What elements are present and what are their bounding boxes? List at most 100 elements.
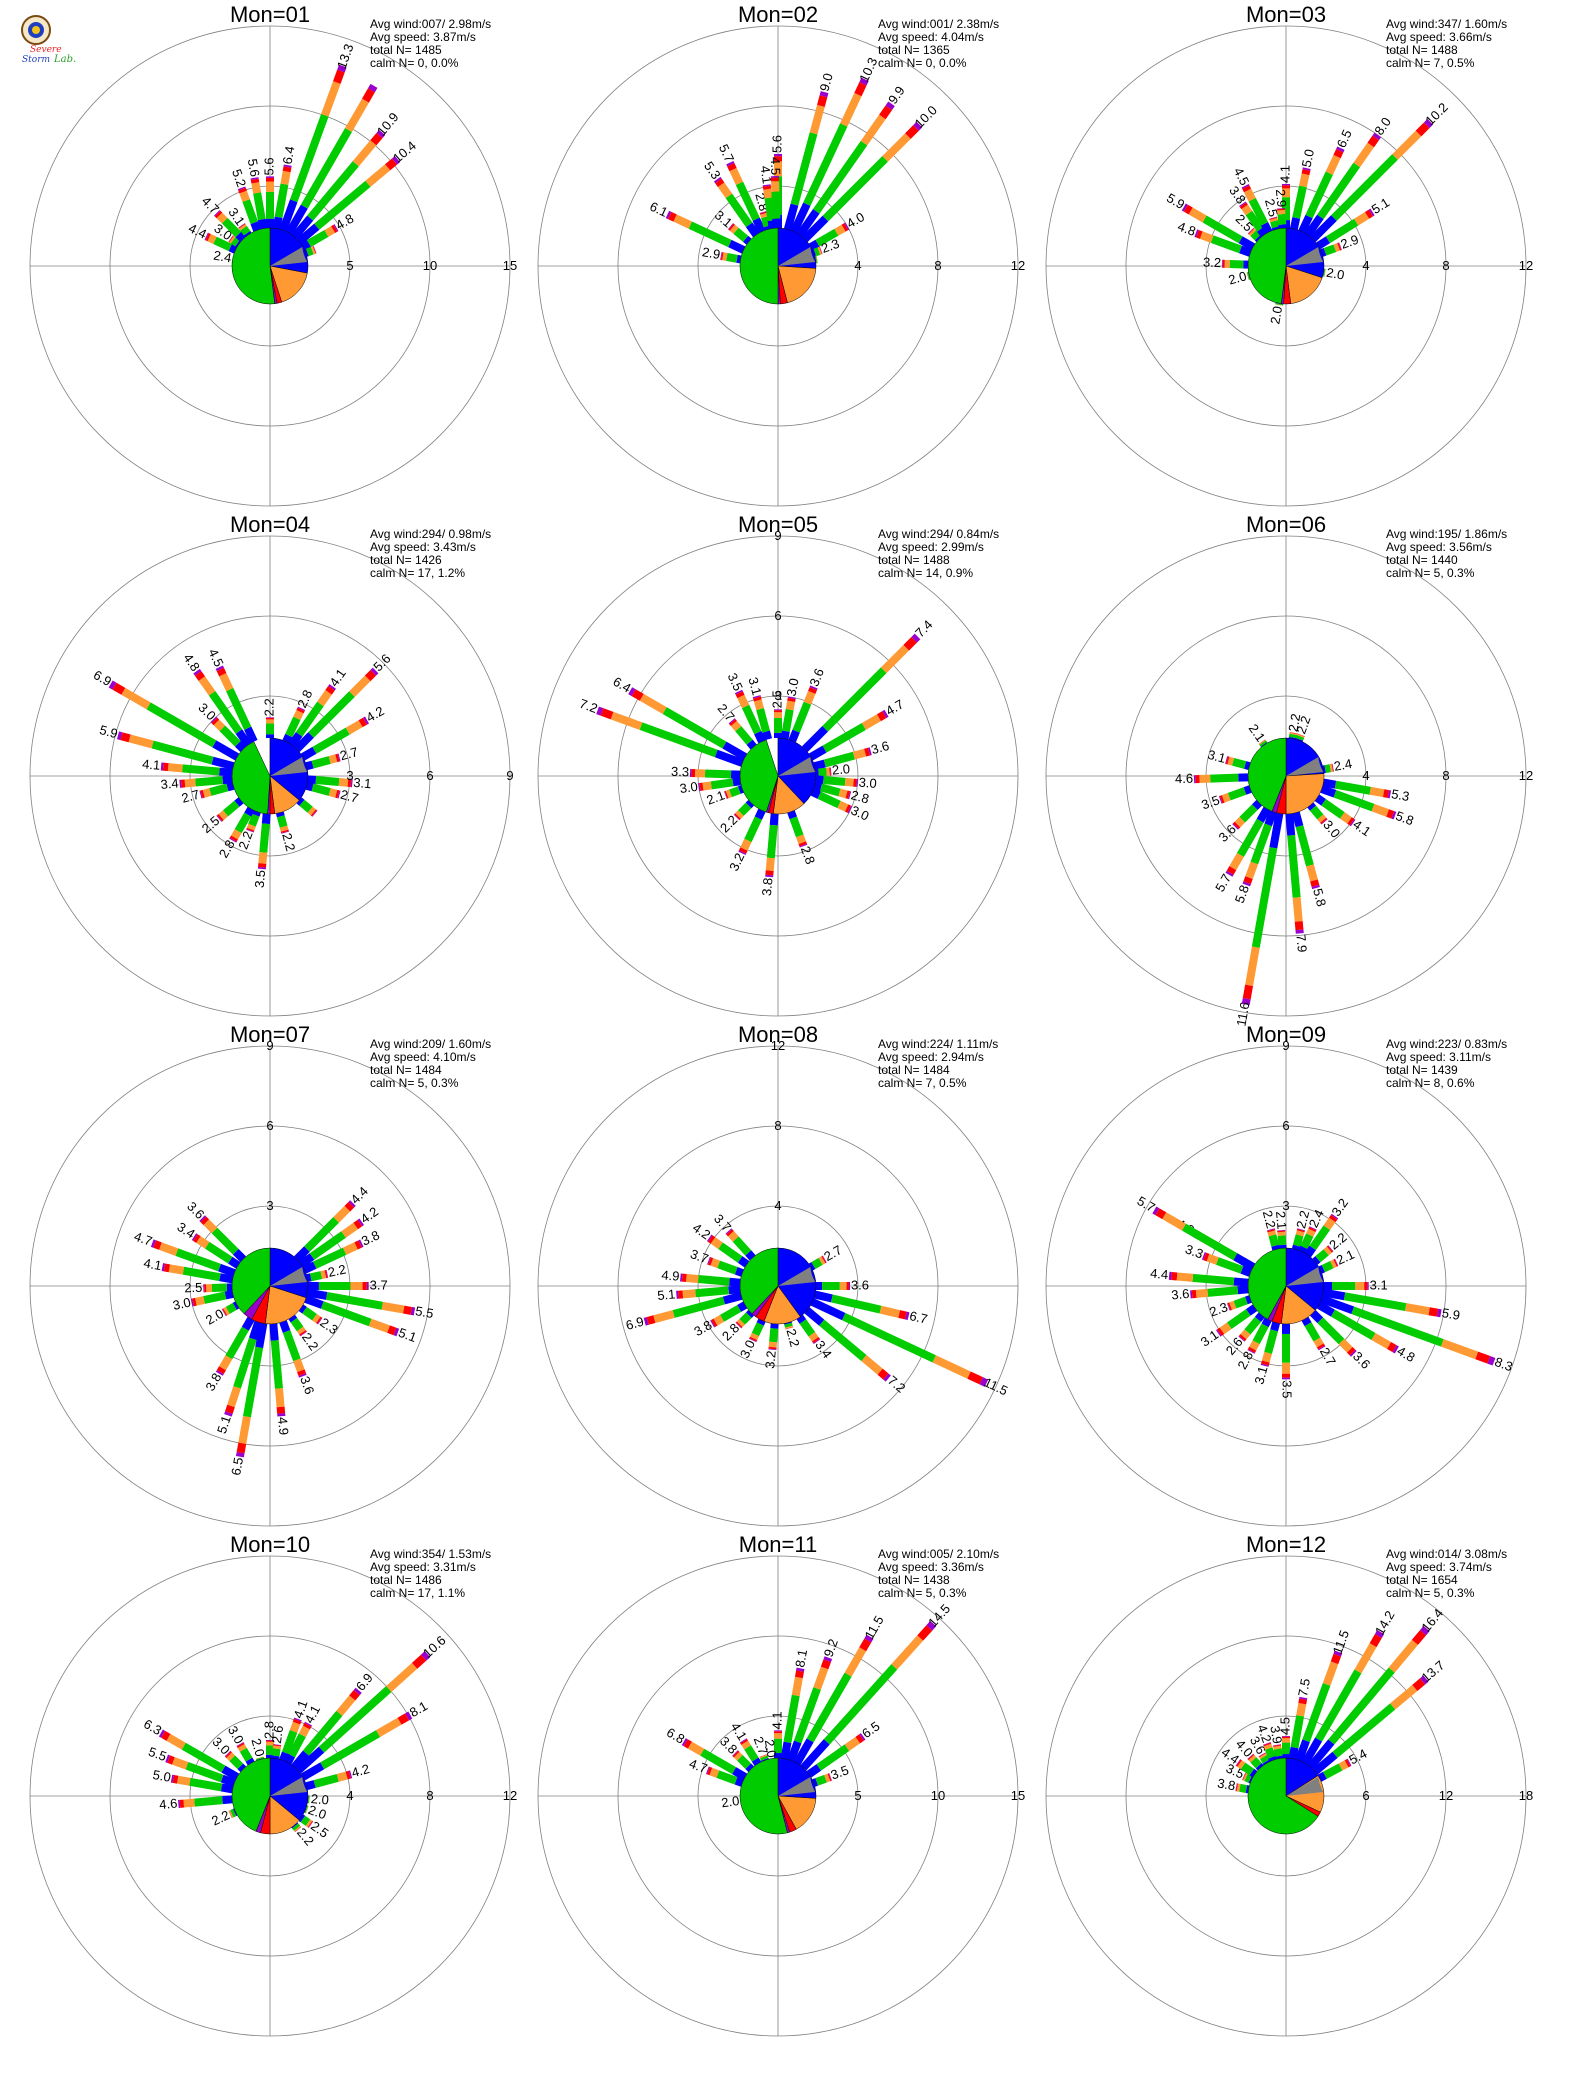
wind-bar-segment: [774, 156, 782, 162]
stats-line: total N= 1439: [1386, 1063, 1458, 1077]
wind-bar-segment: [341, 1222, 358, 1238]
wind-bar-segment: [1302, 1683, 1331, 1743]
wind-bar-segment: [304, 1721, 313, 1727]
bar-value-label: 8.3: [1493, 1354, 1515, 1374]
wind-bar-segment: [746, 739, 757, 750]
wind-bar-segment: [302, 1306, 317, 1321]
wind-bar-segment: [1368, 208, 1375, 217]
wind-bar-segment: [1238, 773, 1249, 782]
bar-value-label: 2.8: [849, 787, 870, 806]
wind-bar-segment: [1312, 1256, 1321, 1265]
wind-bar-segment: [738, 847, 748, 854]
wind-bar-segment: [1225, 870, 1234, 877]
wind-bar: [728, 718, 757, 750]
wind-bar-segment: [304, 248, 309, 257]
wind-bar-segment: [1199, 231, 1214, 243]
wind-bar-segment: [722, 252, 728, 261]
wind-bar-segment: [845, 804, 852, 813]
bar-value-label: 6.5: [1334, 127, 1355, 150]
wind-bar-segment: [1282, 1754, 1290, 1758]
wind-rose-panel: 4.57.511.514.2 16.413.75.43.83.54.44.03.6…: [1045, 1532, 1533, 2037]
wind-bar-segment: [1354, 1643, 1377, 1674]
wind-bar-segment: [1238, 1334, 1247, 1341]
wind-bar-segment: [370, 132, 383, 146]
wind-bar-segment: [183, 1798, 195, 1808]
wind-bar: [806, 1733, 866, 1778]
wind-bar-segment: [352, 140, 377, 167]
wind-bar-segment: [292, 1718, 302, 1725]
wind-bar-segment: [789, 816, 804, 838]
ring-tick-label: 4: [346, 1788, 353, 1803]
wind-bar-segment: [1282, 1738, 1290, 1743]
wind-bar: [707, 1256, 744, 1277]
wind-bar-segment: [856, 778, 859, 787]
wind-bar-segment: [1240, 1762, 1255, 1776]
bar-value-label: 4.8: [1176, 219, 1198, 239]
wind-bar-segment: [868, 747, 872, 756]
wind-bar-segment: [1282, 1324, 1290, 1334]
wind-bar-segment: [1289, 217, 1301, 230]
wind-bar: [1301, 1630, 1385, 1766]
wind-bar-segment: [735, 691, 745, 699]
wind-bar-segment: [1333, 1650, 1343, 1657]
wind-bar-segment: [653, 1310, 675, 1323]
wind-bar-segment: [799, 1319, 816, 1337]
wind-bar-segment: [1233, 1296, 1248, 1309]
wind-bar: [1298, 146, 1345, 234]
wind-bar: [178, 1795, 233, 1809]
wind-bar-segment: [1232, 823, 1239, 830]
wind-bar-segment: [784, 1322, 793, 1328]
wind-bar: [1277, 1229, 1287, 1249]
bar-value-label: 8.1: [792, 1648, 810, 1668]
wind-bar-segment: [280, 829, 289, 834]
pie-slice: [1247, 737, 1287, 812]
wind-bar-segment: [979, 1377, 989, 1387]
wind-bar-segment: [1372, 132, 1382, 141]
ring-tick-label: 4: [774, 1198, 781, 1213]
stats-line: total N= 1426: [370, 553, 442, 567]
wind-bar-segment: [202, 788, 212, 798]
pie-calm-slice: [270, 247, 308, 266]
wind-bar-segment: [108, 680, 117, 690]
wind-bar-segment: [211, 1283, 228, 1293]
ring-tick-label: 15: [1011, 1788, 1025, 1803]
wind-bar: [765, 813, 779, 878]
ring-tick-label: 10: [423, 258, 437, 273]
wind-bar-segment: [744, 816, 762, 843]
bar-value-label: 2.7: [339, 787, 360, 806]
wind-bar-segment: [774, 712, 782, 718]
wind-bar-segment: [353, 1219, 363, 1230]
wind-bar-segment: [1227, 1302, 1232, 1311]
wind-bar-segment: [232, 1808, 238, 1817]
wind-bar-segment: [815, 1282, 823, 1290]
bar-value-label: 2.5: [769, 690, 784, 708]
bar-value-label: 2.2: [209, 1807, 232, 1828]
bar-value-label: 5.1: [396, 1325, 418, 1345]
wind-bar-segment: [1206, 1253, 1219, 1265]
wind-bar-segment: [220, 1774, 236, 1787]
wind-bar-segment: [411, 1654, 427, 1669]
pie-slice: [1285, 265, 1323, 304]
wind-bar-segment: [1239, 201, 1247, 207]
wind-bar-segment: [818, 767, 827, 777]
wind-bar: [1181, 203, 1256, 251]
wind-bar-segment: [300, 1331, 307, 1337]
bar-value-label: 5.6: [245, 158, 263, 178]
wind-bar-segment: [266, 218, 274, 228]
stats-line: total N= 1438: [878, 1573, 950, 1587]
bar-value-label: 5.3: [1390, 786, 1410, 804]
wind-bar-segment: [1325, 154, 1341, 175]
wind-bar-segment: [774, 154, 782, 157]
wind-bar-segment: [864, 747, 871, 757]
wind-bar: [221, 1301, 240, 1317]
wind-bar-segment: [774, 1730, 782, 1732]
bar-value-label: 6.1: [647, 199, 670, 220]
wind-bar-segment: [228, 1256, 241, 1269]
logo-lab-text: Lab.: [53, 54, 76, 65]
stats-line: Avg speed: 3.66m/s: [1386, 30, 1492, 44]
wind-bar-segment: [859, 1733, 866, 1741]
wind-bar-segment: [905, 125, 919, 139]
wind-bar-segment: [243, 1346, 264, 1418]
wind-bar-segment: [302, 1261, 317, 1274]
wind-bar-segment: [1367, 135, 1379, 148]
